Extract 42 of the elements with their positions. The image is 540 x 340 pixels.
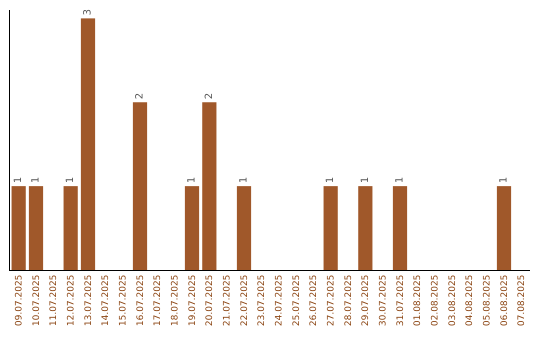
x-tick-label: 26.07.2025 [309, 274, 320, 326]
x-tick-label: 18.07.2025 [170, 274, 181, 326]
data-label: 1 [13, 176, 24, 184]
data-label: 1 [498, 176, 510, 184]
x-tick-label: 27.07.2025 [326, 274, 337, 326]
x-tick-label: 13.07.2025 [84, 274, 94, 326]
x-tick-label: 22.07.2025 [240, 274, 250, 326]
x-tick-label: 28.07.2025 [344, 274, 354, 326]
data-label: 1 [186, 176, 198, 184]
x-tick-label: 09.07.2025 [14, 274, 25, 326]
x-tick-label: 21.07.2025 [222, 274, 233, 326]
data-label: 1 [325, 176, 336, 184]
x-tick-label: 15.07.2025 [118, 274, 129, 326]
x-tick-label: 07.08.2025 [517, 274, 528, 326]
data-label: 2 [134, 92, 146, 100]
x-tick-label: 04.08.2025 [465, 274, 476, 326]
x-tick-label: 03.08.2025 [448, 274, 458, 326]
x-tick-label: 05.08.2025 [482, 274, 493, 326]
x-tick-label: 14.07.2025 [101, 274, 112, 326]
data-label: 3 [82, 9, 94, 16]
x-tick-label: 23.07.2025 [257, 274, 268, 326]
x-tick-label: 06.08.2025 [500, 274, 510, 326]
data-label: 1 [65, 176, 76, 184]
x-tick-label: 10.07.2025 [32, 274, 42, 326]
x-tick-label: 12.07.2025 [66, 274, 77, 326]
data-label: 1 [360, 176, 371, 184]
x-tick-label: 24.07.2025 [274, 274, 285, 326]
x-tick-label: 11.07.2025 [49, 274, 60, 326]
data-label: 1 [238, 176, 250, 184]
data-label: 1 [394, 176, 406, 184]
x-tick-label: 25.07.2025 [292, 274, 302, 326]
x-tick-label: 29.07.2025 [361, 274, 372, 326]
x-tick-label: 01.08.2025 [413, 274, 424, 326]
data-label: 1 [30, 176, 42, 184]
x-tick-label: 16.07.2025 [136, 274, 146, 326]
x-tick-label: 19.07.2025 [188, 274, 198, 326]
x-tick-label: 31.07.2025 [396, 274, 406, 326]
x-tick-label: 20.07.2025 [205, 274, 216, 326]
x-tick-label: 30.07.2025 [378, 274, 389, 326]
x-tick-label: 17.07.2025 [153, 274, 164, 326]
x-tick-label: 02.08.2025 [430, 274, 441, 326]
data-label: 2 [204, 92, 215, 100]
